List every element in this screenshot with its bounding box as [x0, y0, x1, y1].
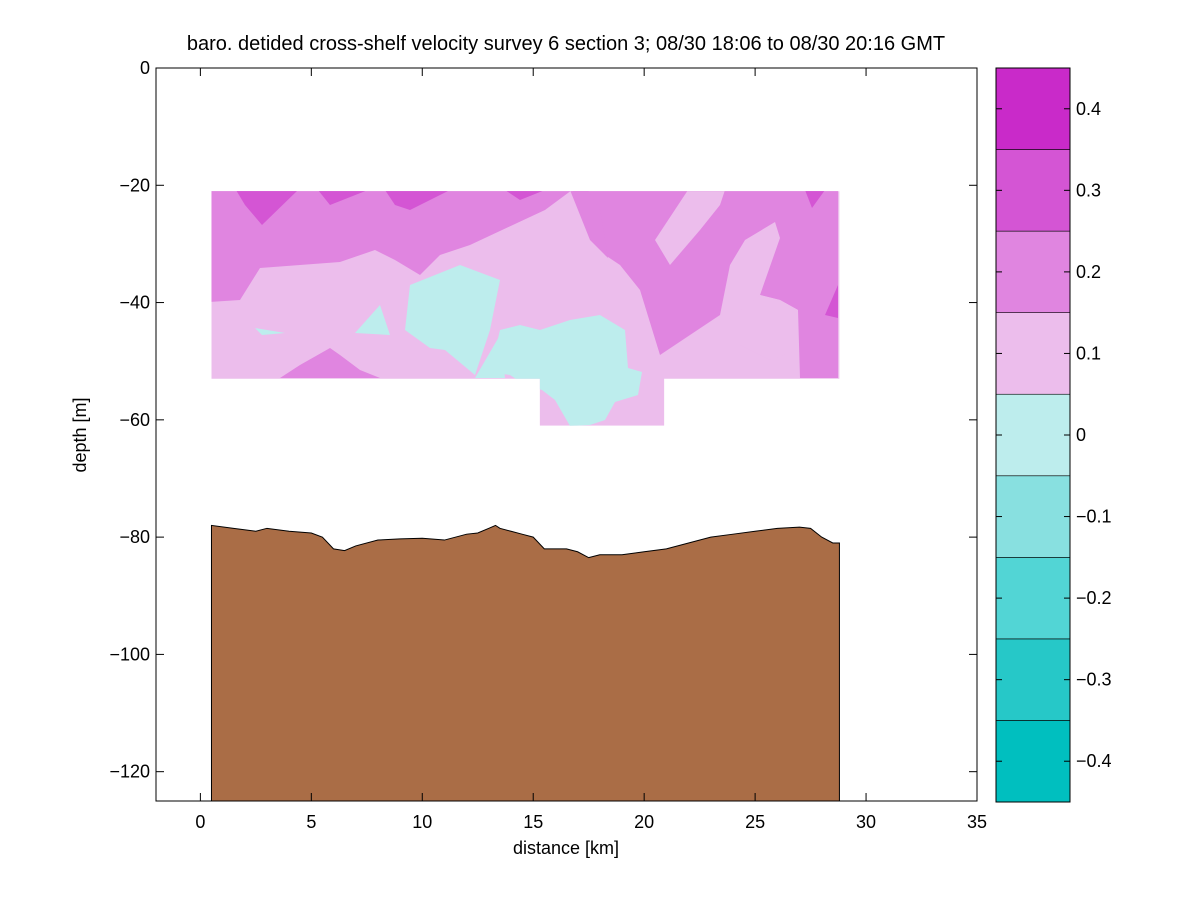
- contour-region: [570, 191, 608, 258]
- x-tick-label: 10: [412, 812, 432, 832]
- contour-region: [405, 265, 500, 375]
- contour-region: [572, 191, 838, 378]
- contour-region: [385, 191, 450, 210]
- colorbar: −0.4 −0.3 −0.2 −0.1 0 0.1 0.2 0.3 0.4: [995, 67, 1112, 803]
- colorbar-band: [995, 393, 1071, 477]
- contour-region: [236, 191, 298, 225]
- contour-region: [211, 191, 572, 302]
- y-tick-label: −80: [119, 527, 150, 547]
- contour-region: [655, 191, 725, 265]
- x-tick-label: 35: [967, 812, 987, 832]
- colorbar-tick-label: 0: [1076, 425, 1086, 445]
- colorbar-tick-label: 0.2: [1076, 262, 1101, 282]
- colorbar-band: [995, 149, 1071, 232]
- y-tick-label: −40: [119, 293, 150, 313]
- contour-region: [475, 335, 505, 378]
- colorbar-tick-label: 0.3: [1076, 180, 1101, 200]
- y-tick-label: −60: [119, 410, 150, 430]
- colorbar-tick-label: −0.3: [1076, 670, 1112, 690]
- contour-region: [490, 315, 642, 426]
- colorbar-band: [995, 720, 1071, 803]
- contour-region: [318, 191, 368, 205]
- plot-area: [211, 191, 840, 426]
- colorbar-band: [995, 67, 1071, 150]
- y-axis: 0 −20 −40 −60 −80 −100 −120: [109, 58, 977, 782]
- bathymetry: [210, 524, 840, 802]
- y-tick-label: 0: [140, 58, 150, 78]
- colorbar-tick-label: 0.1: [1076, 343, 1101, 363]
- contour-region: [825, 285, 838, 318]
- colorbar-band: [995, 557, 1071, 640]
- y-tick-label: −120: [109, 762, 150, 782]
- contour-region: [505, 191, 545, 200]
- seafloor-area: [210, 524, 840, 802]
- colorbar-tick-label: −0.2: [1076, 588, 1112, 608]
- x-tick-label: 15: [523, 812, 543, 832]
- x-axis-label: distance [km]: [513, 838, 619, 858]
- colorbar-band: [995, 638, 1071, 721]
- x-axis: 0 5 10 15 20 25 30 35: [195, 68, 987, 832]
- colorbar-tick-label: −0.1: [1076, 507, 1112, 527]
- x-tick-label: 20: [634, 812, 654, 832]
- colorbar-tick-label: 0.4: [1076, 99, 1101, 119]
- x-tick-label: 30: [856, 812, 876, 832]
- x-tick-label: 5: [306, 812, 316, 832]
- contour-region: [805, 191, 825, 208]
- colorbar-band: [995, 312, 1071, 395]
- colorbar-band: [995, 475, 1071, 558]
- x-tick-label: 0: [195, 812, 205, 832]
- y-tick-label: −100: [109, 644, 150, 664]
- velocity-contours: [211, 191, 840, 426]
- chart-title: baro. detided cross-shelf velocity surve…: [187, 33, 945, 55]
- contour-region: [355, 305, 390, 335]
- contour-region: [728, 295, 798, 360]
- y-tick-label: −20: [119, 175, 150, 195]
- colorbar-band: [995, 230, 1071, 313]
- contour-region: [211, 348, 380, 378]
- x-tick-label: 25: [745, 812, 765, 832]
- contour-region: [255, 328, 285, 335]
- plot-frame: [155, 67, 978, 802]
- colorbar-tick-label: −0.4: [1076, 751, 1112, 771]
- y-axis-label: depth [m]: [70, 397, 90, 472]
